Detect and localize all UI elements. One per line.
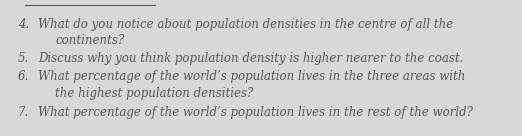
Text: 5.: 5.	[18, 52, 29, 65]
Text: 4.: 4.	[18, 18, 29, 31]
Text: 7.: 7.	[18, 106, 29, 119]
Text: Discuss why you think population density is higher nearer to the coast.: Discuss why you think population density…	[38, 52, 464, 65]
Text: What percentage of the world’s population lives in the three areas with: What percentage of the world’s populatio…	[38, 70, 466, 83]
Text: What do you notice about population densities in the centre of all the: What do you notice about population dens…	[38, 18, 453, 31]
Text: the highest population densities?: the highest population densities?	[55, 87, 253, 100]
Text: continents?: continents?	[55, 34, 124, 47]
Text: What percentage of the world’s population lives in the rest of the world?: What percentage of the world’s populatio…	[38, 106, 473, 119]
Text: 6.: 6.	[18, 70, 29, 83]
